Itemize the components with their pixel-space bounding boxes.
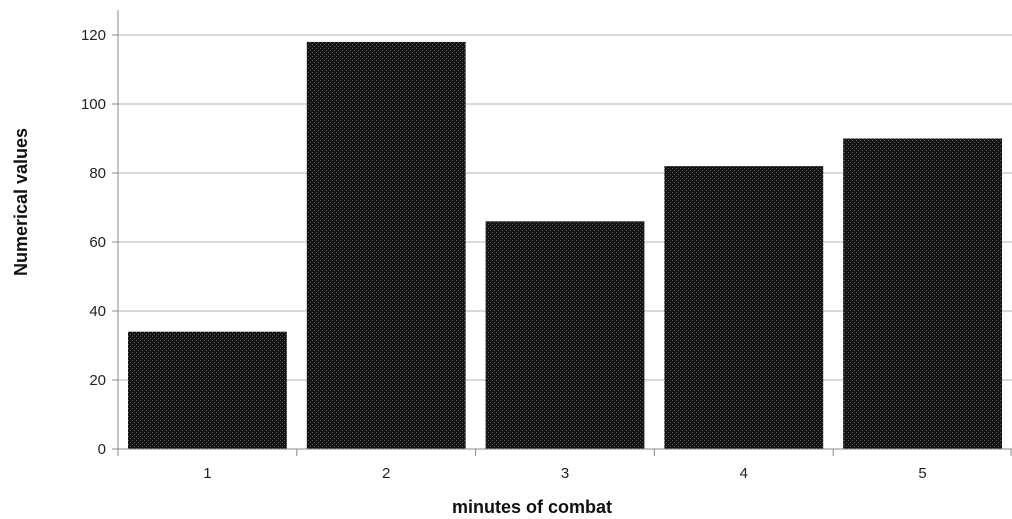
y-tick-label: 80	[89, 165, 106, 182]
y-tick-label: 0	[98, 441, 106, 458]
bar-1	[128, 331, 287, 449]
bars	[128, 41, 1002, 450]
y-tick-label: 60	[89, 234, 106, 251]
x-tick-label: 4	[740, 465, 748, 482]
y-tick-label: 120	[81, 27, 106, 44]
y-tick-labels: 0 20 40 60 80 100 120	[81, 27, 106, 458]
bar-5	[843, 138, 1002, 449]
x-tick-label: 1	[203, 465, 211, 482]
y-tick-label: 40	[89, 303, 106, 320]
x-axis-title: minutes of combat	[452, 497, 612, 517]
axes	[112, 10, 1012, 456]
x-tick-labels: 1 2 3 4 5	[203, 465, 927, 482]
bar-2	[306, 41, 466, 450]
x-tick-label: 2	[382, 465, 390, 482]
bar-4	[664, 166, 824, 449]
y-tick-label: 20	[89, 372, 106, 389]
x-tick-label: 5	[918, 465, 926, 482]
bar-3	[485, 221, 645, 449]
y-axis-title: Numerical values	[11, 128, 31, 276]
x-tick-label: 3	[561, 465, 569, 482]
y-tick-label: 100	[81, 96, 106, 113]
